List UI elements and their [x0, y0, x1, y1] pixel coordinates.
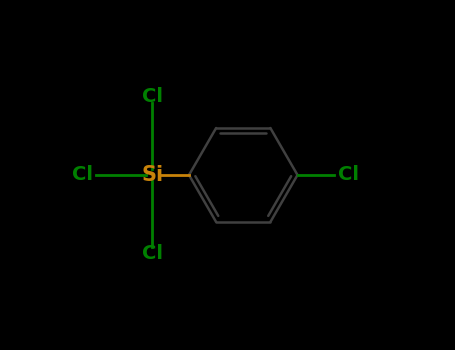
Text: Cl: Cl — [338, 166, 359, 184]
Text: Cl: Cl — [72, 166, 93, 184]
Text: Cl: Cl — [142, 244, 163, 263]
Text: Cl: Cl — [142, 87, 163, 106]
Text: Si: Si — [141, 165, 163, 185]
